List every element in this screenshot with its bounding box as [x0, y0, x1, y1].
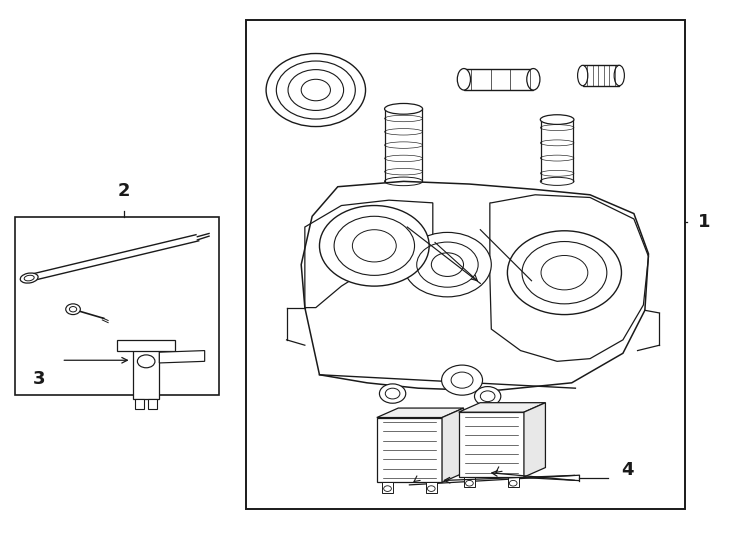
Text: 1: 1	[697, 213, 710, 231]
Polygon shape	[524, 403, 545, 477]
Polygon shape	[159, 350, 205, 363]
Polygon shape	[382, 482, 393, 492]
Polygon shape	[426, 482, 437, 492]
Circle shape	[266, 53, 366, 126]
Bar	[583, 65, 619, 86]
Circle shape	[137, 355, 155, 368]
Text: 2: 2	[118, 182, 131, 200]
Polygon shape	[133, 345, 159, 399]
Ellipse shape	[21, 273, 38, 283]
Circle shape	[379, 384, 406, 403]
Polygon shape	[117, 340, 175, 350]
Polygon shape	[135, 399, 144, 409]
Ellipse shape	[614, 65, 625, 86]
Polygon shape	[459, 403, 545, 412]
Polygon shape	[377, 417, 442, 482]
Circle shape	[507, 231, 622, 315]
Text: 4: 4	[622, 461, 634, 479]
Polygon shape	[464, 477, 475, 487]
Circle shape	[66, 304, 80, 315]
Circle shape	[474, 387, 501, 406]
Circle shape	[442, 365, 482, 395]
Polygon shape	[148, 399, 157, 409]
Text: 3: 3	[33, 369, 46, 388]
Ellipse shape	[540, 114, 574, 124]
Ellipse shape	[527, 69, 540, 90]
Polygon shape	[459, 412, 524, 477]
Bar	[15, 218, 219, 395]
Bar	[464, 69, 534, 90]
Polygon shape	[442, 408, 464, 482]
Bar	[247, 20, 685, 509]
Polygon shape	[301, 181, 649, 391]
Polygon shape	[377, 408, 464, 417]
Ellipse shape	[578, 65, 588, 86]
Circle shape	[404, 232, 491, 297]
Polygon shape	[508, 477, 518, 487]
Ellipse shape	[385, 104, 423, 114]
Circle shape	[319, 206, 429, 286]
Ellipse shape	[457, 69, 470, 90]
